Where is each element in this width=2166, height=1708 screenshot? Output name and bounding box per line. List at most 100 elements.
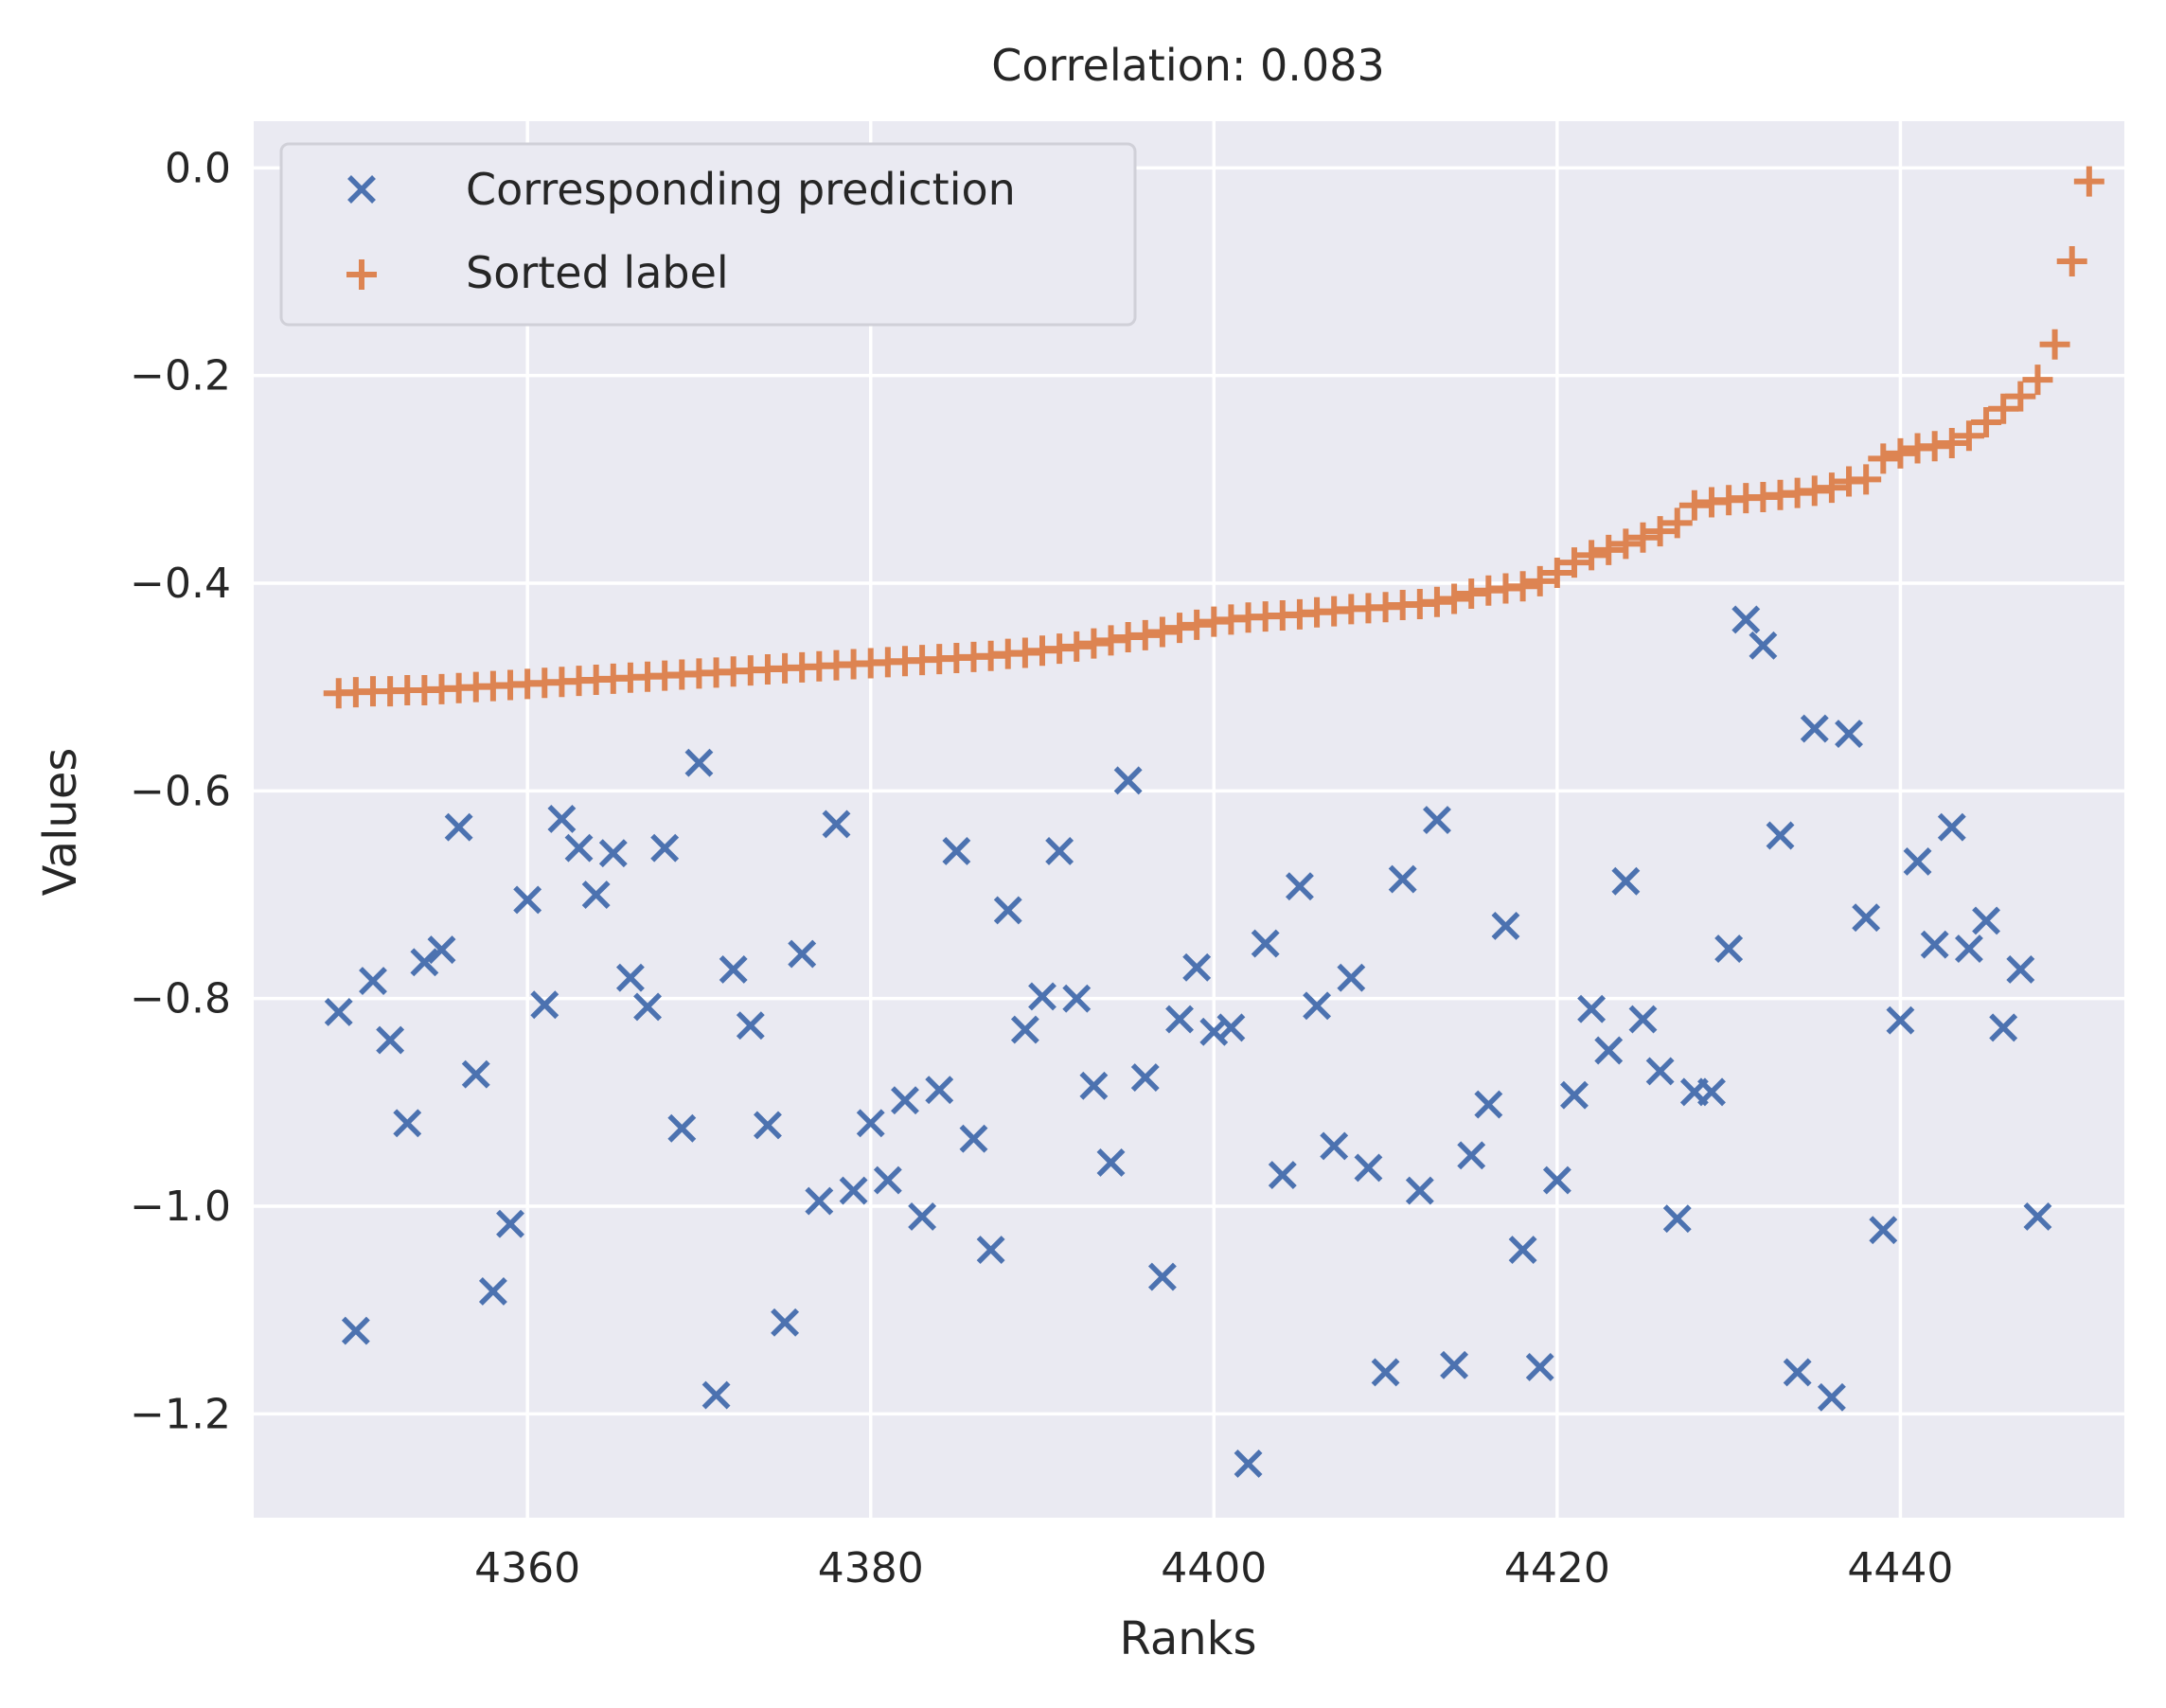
prediction-point [1577, 994, 1607, 1023]
prediction-point [839, 1176, 868, 1205]
prediction-point [1731, 605, 1761, 634]
y-axis-label: Values [34, 748, 87, 897]
prediction-point [1937, 812, 1966, 842]
label-point [1524, 565, 1555, 596]
prediction-point [547, 805, 577, 833]
label-point [2056, 246, 2087, 277]
label-point [1627, 522, 1659, 553]
prediction-point [2023, 1202, 2052, 1231]
prediction-point [1714, 934, 1744, 963]
prediction-point [341, 1316, 370, 1345]
prediction-point [1766, 821, 1795, 850]
y-tick-label: −0.8 [130, 975, 231, 1023]
prediction-point [513, 885, 542, 915]
label-point [1799, 475, 1830, 507]
prediction-point [2006, 955, 2035, 984]
legend-label-corresponding-prediction: Corresponding prediction [466, 164, 1016, 215]
prediction-point [667, 1113, 697, 1143]
legend-marker-plus [346, 259, 377, 290]
label-point [2022, 365, 2053, 396]
label-point [1610, 528, 1642, 560]
chart-title: Correlation: 0.083 [991, 40, 1384, 91]
prediction-point [1749, 631, 1778, 660]
prediction-point [1079, 1071, 1109, 1100]
prediction-point [650, 833, 680, 863]
prediction-point [736, 1011, 765, 1041]
prediction-point [1354, 1153, 1383, 1183]
prediction-point [1268, 1161, 1297, 1190]
y-tick-label: 0.0 [165, 144, 231, 192]
legend-marker-x [347, 175, 376, 204]
prediction-point [410, 948, 439, 977]
label-point [1678, 489, 1710, 521]
prediction-point [359, 967, 387, 995]
label-point [2039, 329, 2070, 360]
prediction-point [771, 1308, 800, 1337]
label-point [1971, 407, 2002, 438]
label-point [1146, 616, 1178, 648]
prediction-point [1130, 1063, 1160, 1092]
label-point [1507, 571, 1538, 602]
prediction-point [1457, 1141, 1486, 1170]
prediction-point [615, 963, 645, 992]
prediction-point [1113, 766, 1143, 795]
prediction-point [1560, 1080, 1589, 1110]
prediction-point [1972, 906, 2001, 935]
prediction-point [1096, 1148, 1126, 1177]
prediction-point [324, 997, 353, 1026]
prediction-point [993, 896, 1022, 925]
prediction-point [822, 810, 851, 839]
label-point [1661, 507, 1693, 539]
label-point [1936, 427, 1967, 458]
prediction-point [1423, 806, 1451, 834]
prediction-point [1835, 720, 1863, 748]
prediction-point [1440, 1350, 1469, 1379]
prediction-point [1320, 1131, 1349, 1161]
prediction-point [444, 812, 473, 842]
prediction-point [754, 1111, 782, 1140]
prediction-point [1028, 982, 1056, 1011]
prediction-point [1251, 929, 1280, 958]
prediction-point [1611, 866, 1641, 896]
x-tick-label: 4420 [1504, 1544, 1610, 1592]
x-tick-label: 4360 [474, 1544, 580, 1592]
prediction-point [478, 1276, 507, 1306]
prediction-point [1182, 952, 1212, 982]
label-point [2073, 166, 2104, 197]
prediction-point [1508, 1236, 1537, 1265]
prediction-point [1062, 984, 1092, 1013]
series-corresponding-prediction [324, 605, 2052, 1478]
prediction-point [1216, 1013, 1246, 1042]
prediction-point [1010, 1015, 1039, 1044]
prediction-point [1405, 1176, 1434, 1205]
prediction-point [1542, 1165, 1571, 1195]
x-axis-label: Ranks [1120, 1612, 1257, 1665]
legend-label-sorted-label: Sorted label [466, 247, 729, 298]
prediction-point [856, 1109, 885, 1138]
label-point [1078, 628, 1110, 659]
label-point [1851, 464, 1882, 495]
prediction-point [1697, 1077, 1726, 1107]
prediction-point [1886, 1005, 1915, 1035]
prediction-point [496, 1209, 524, 1238]
plot-area-background [254, 121, 2124, 1518]
label-point [1868, 443, 1899, 474]
prediction-point [1852, 903, 1881, 933]
prediction-point [976, 1236, 1005, 1265]
prediction-point [1234, 1450, 1263, 1478]
x-tick-label: 4380 [818, 1544, 924, 1592]
prediction-point [1303, 991, 1332, 1021]
prediction-point [1337, 963, 1366, 992]
x-tick-label: 4400 [1161, 1544, 1267, 1592]
prediction-point [1525, 1353, 1554, 1381]
label-point [2005, 381, 2036, 412]
prediction-point [1474, 1090, 1503, 1119]
prediction-point [1371, 1358, 1400, 1387]
label-point [1816, 472, 1847, 504]
legend-box [279, 142, 1137, 327]
prediction-point [959, 1124, 988, 1153]
prediction-point [1045, 837, 1074, 865]
label-point [1593, 534, 1624, 565]
prediction-point [1662, 1204, 1692, 1234]
prediction-point [1285, 872, 1314, 901]
